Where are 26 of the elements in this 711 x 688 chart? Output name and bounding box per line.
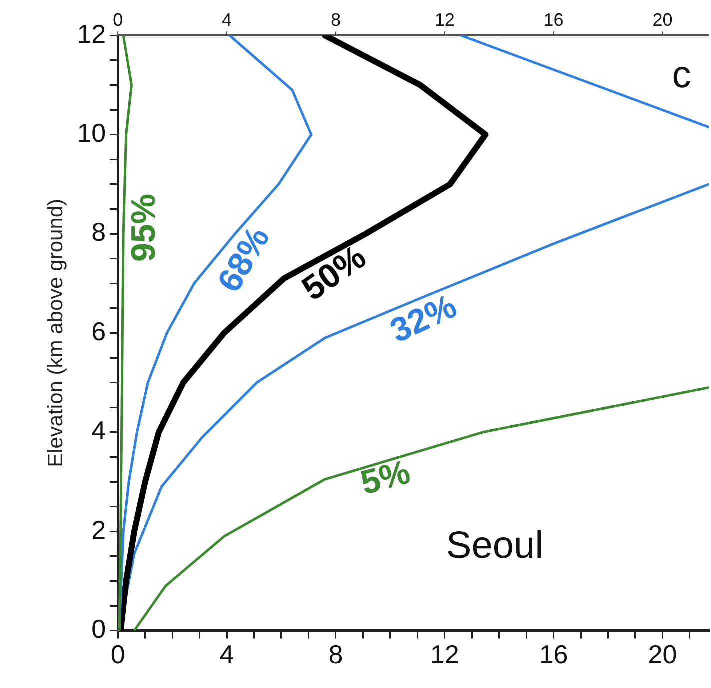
annotation: Seoul (446, 524, 544, 567)
y-tick-label: 6 (92, 316, 106, 346)
x-tick-label: 4 (220, 640, 234, 670)
x2-tick-label: 12 (434, 10, 455, 30)
text: 5% (356, 453, 414, 503)
x2-tick-label: 8 (330, 10, 341, 30)
y-tick-label: 0 (92, 614, 106, 644)
x2-tick-label: 4 (222, 10, 232, 30)
x-tick-label: 20 (648, 640, 678, 670)
x-tick-label: 12 (430, 640, 460, 670)
x2-tick-label: 0 (113, 10, 124, 30)
text: 95% (124, 194, 163, 262)
y-tick-label: 4 (92, 416, 106, 446)
y-tick-label: 2 (92, 514, 106, 545)
text: 32% (384, 287, 463, 351)
x2-tick-label: 20 (652, 10, 673, 30)
y-tick-label: 8 (92, 217, 106, 248)
y-tick-label: 12 (77, 18, 106, 49)
y-tick-label: 10 (77, 118, 106, 148)
x-tick-label: 16 (539, 640, 568, 670)
x2-tick-label: 16 (544, 10, 564, 30)
x-tick-label: 0 (110, 640, 126, 670)
x-tick-label: 8 (328, 640, 344, 670)
text: 50% (296, 238, 374, 308)
y-axis-title: Elevation (km above ground) (44, 198, 68, 468)
annotation: c (672, 54, 692, 97)
